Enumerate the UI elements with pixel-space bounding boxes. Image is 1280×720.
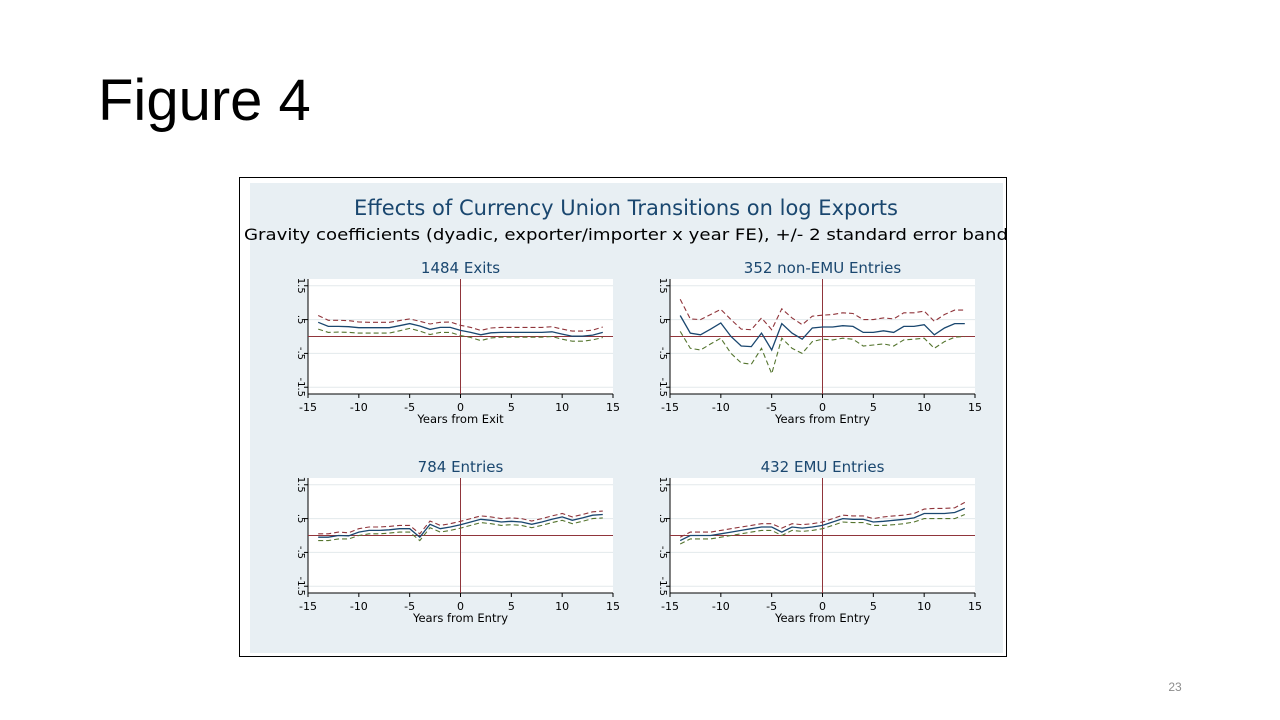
x-tick-label: -5 xyxy=(404,600,415,613)
y-tick-label: 1.5 xyxy=(657,477,668,493)
x-tick-label: 10 xyxy=(555,401,569,414)
x-tick-label: -10 xyxy=(350,401,368,414)
x-tick-label: 5 xyxy=(870,600,877,613)
figure-subtitle: Gravity coefficients (dyadic, exporter/i… xyxy=(244,225,1006,244)
x-tick-label: -10 xyxy=(712,600,730,613)
series-estimate-line xyxy=(317,321,603,337)
x-tick-label: -15 xyxy=(661,600,679,613)
x-tick-label: -5 xyxy=(766,401,777,414)
x-tick-label: 0 xyxy=(457,600,464,613)
x-tick-label: 15 xyxy=(968,401,982,414)
x-tick-label: -5 xyxy=(404,401,415,414)
x-tick-label: 15 xyxy=(968,600,982,613)
series-lower-line xyxy=(318,517,603,542)
series-upper-line xyxy=(679,299,965,331)
panel-3: 784 Entries -1.5 -.5 .5 1.5 -15 -10 -5 0 5 10 15 Yea… xyxy=(295,458,620,625)
figure-title: Effects of Currency Union Transitions on… xyxy=(354,196,898,220)
y-tick-label: -1.5 xyxy=(295,576,306,596)
panel-title: 784 Entries xyxy=(418,458,504,476)
x-tick-label: 10 xyxy=(917,600,931,613)
series-lower-line xyxy=(679,513,966,545)
x-axis-title: Years from Entry xyxy=(774,412,870,426)
x-tick-label: 15 xyxy=(606,401,620,414)
y-tick-label: -1.5 xyxy=(657,576,668,596)
y-tick-label: -.5 xyxy=(657,347,668,360)
panel-1: 1484 Exits -1.5 -.5 .5 1.5 -15 -10 -5 0 5 10 15 Year… xyxy=(295,259,620,426)
panel-title: 352 non-EMU Entries xyxy=(744,259,902,277)
x-tick-label: -10 xyxy=(712,401,730,414)
x-tick-label: -15 xyxy=(299,401,317,414)
y-tick-label: .5 xyxy=(295,315,306,325)
series-upper-line xyxy=(317,315,603,332)
x-axis-title: Years from Entry xyxy=(412,611,508,625)
x-tick-label: 0 xyxy=(457,401,464,414)
y-tick-label: 1.5 xyxy=(295,278,306,294)
panel-2: 352 non-EMU Entries -1.5 -.5 .5 1.5 -15 -10 -5 0… xyxy=(657,259,982,426)
x-tick-label: -5 xyxy=(766,600,777,613)
x-tick-label: 0 xyxy=(819,600,826,613)
y-tick-label: -.5 xyxy=(295,546,306,559)
slide-number: 23 xyxy=(1168,680,1182,694)
y-tick-label: .5 xyxy=(657,514,668,524)
series-estimate-line xyxy=(318,513,603,539)
y-tick-label: 1.5 xyxy=(657,278,668,294)
x-tick-label: -10 xyxy=(350,600,368,613)
figure-frame: Effects of Currency Union Transitions on… xyxy=(239,177,1007,657)
series-estimate-line xyxy=(679,507,966,542)
x-tick-label: 10 xyxy=(917,401,931,414)
y-tick-label: -1.5 xyxy=(657,377,668,397)
y-tick-label: .5 xyxy=(657,315,668,325)
panel-title: 1484 Exits xyxy=(421,259,500,277)
series-upper-line xyxy=(318,510,603,535)
series-lower-line xyxy=(679,331,965,376)
x-tick-label: 5 xyxy=(508,600,515,613)
y-tick-label: 1.5 xyxy=(295,477,306,493)
x-tick-label: 5 xyxy=(508,401,515,414)
figure-svg: Effects of Currency Union Transitions on… xyxy=(244,183,1006,653)
x-tick-label: -15 xyxy=(299,600,317,613)
x-axis-title: Years from Entry xyxy=(774,611,870,625)
x-tick-label: 5 xyxy=(870,401,877,414)
x-tick-label: 15 xyxy=(606,600,620,613)
series-lower-line xyxy=(318,327,603,342)
slide-title: Figure 4 xyxy=(98,68,311,133)
x-tick-label: -15 xyxy=(661,401,679,414)
chart-panels: 1484 Exits -1.5 -.5 .5 1.5 -15 -10 -5 0 5 10 15 Year… xyxy=(295,259,982,625)
y-tick-label: -.5 xyxy=(295,347,306,360)
panel-4: 432 EMU Entries -1.5 -.5 .5 1.5 -15 -10 -5 0 5 10 1… xyxy=(657,458,982,625)
x-tick-label: 0 xyxy=(819,401,826,414)
y-tick-label: -.5 xyxy=(657,546,668,559)
series-estimate-line xyxy=(679,315,965,352)
y-tick-label: -1.5 xyxy=(295,377,306,397)
panel-title: 432 EMU Entries xyxy=(761,458,885,476)
y-tick-label: .5 xyxy=(295,514,306,524)
x-axis-title: Years from Exit xyxy=(416,412,504,426)
x-tick-label: 10 xyxy=(555,600,569,613)
series-upper-line xyxy=(679,501,966,538)
